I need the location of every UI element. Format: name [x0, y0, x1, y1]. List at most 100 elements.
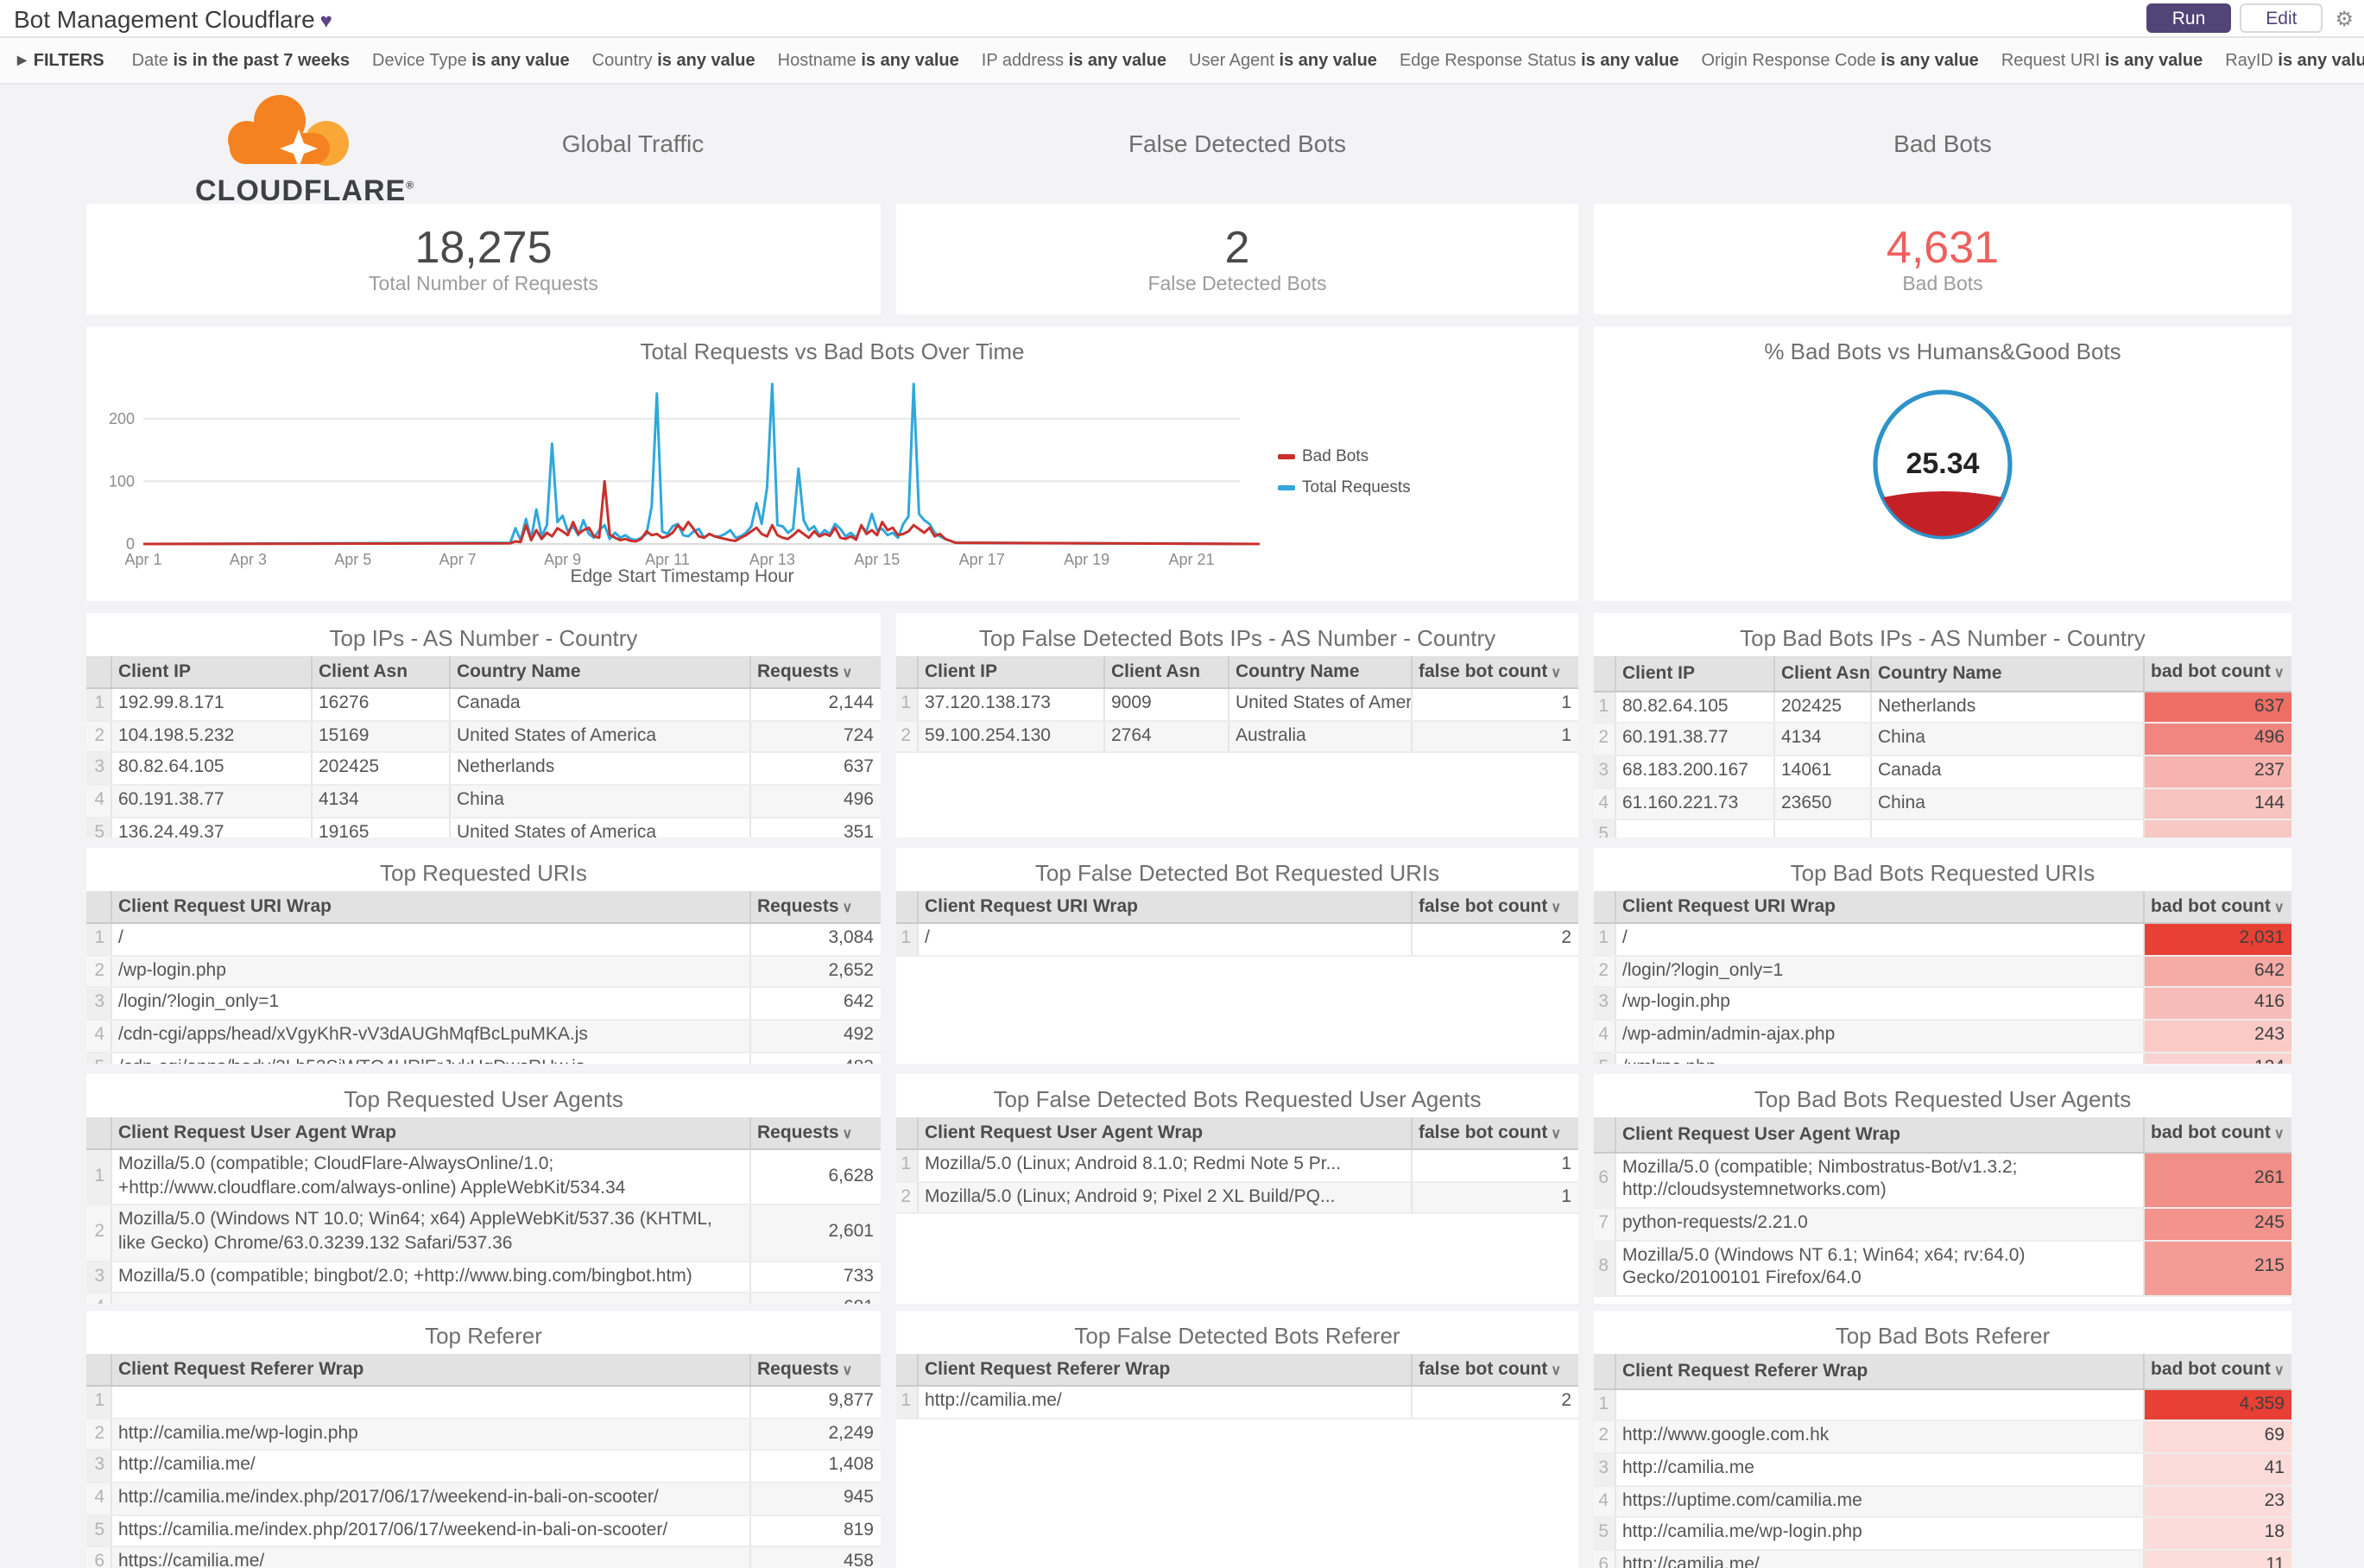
row-number: 5 [1594, 819, 1615, 838]
data-table: Client IP Client Asn Country Name false bot… [896, 656, 1578, 754]
data-cell: 68.183.200.167 [1614, 755, 1773, 789]
filter-item[interactable]: IP address is any value [981, 51, 1166, 70]
sort-desc-icon: ∨ [2273, 1126, 2285, 1141]
table-row: 4 61.160.221.73 23650 China 144 [1594, 787, 2291, 821]
edit-button[interactable]: Edit [2240, 3, 2323, 33]
table-row: 2 http://www.google.com.hk 69 [1594, 1420, 2291, 1454]
column-header-requests[interactable]: Requests ∨ [749, 656, 881, 689]
filter-item[interactable]: Country is any value [591, 51, 755, 70]
column-header-client-request-uri-wrap[interactable]: Client Request URI Wrap [916, 891, 1411, 924]
table-row: 1 Mozilla/5.0 (compatible; CloudFlare-Alw… [86, 1149, 881, 1206]
column-header-country-name[interactable]: Country Name [1869, 656, 2143, 692]
column-header-client-request-referer-wrap[interactable]: Client Request Referer Wrap [110, 1354, 749, 1387]
data-cell: 59.100.254.130 [916, 720, 1103, 754]
filter-item[interactable]: User Agent is any value [1189, 51, 1377, 70]
table-title: Top Bad Bots Requested URIs [1790, 860, 2095, 886]
legend-item[interactable]: Total Requests [1278, 478, 1426, 497]
gear-icon[interactable]: ⚙ [2335, 6, 2354, 30]
column-header-client-request-uri-wrap[interactable]: Client Request URI Wrap [1614, 891, 2143, 924]
filter-item[interactable]: Edge Response Status is any value [1399, 51, 1679, 70]
column-header-client-request-referer-wrap[interactable]: Client Request Referer Wrap [916, 1354, 1411, 1387]
row-number: 1 [86, 1149, 111, 1206]
value-cell: 245 [2142, 1207, 2291, 1242]
column-header-false-bot-count[interactable]: false bot count ∨ [1410, 1354, 1578, 1387]
filter-item[interactable]: Date is in the past 7 weeks [131, 51, 350, 70]
column-header-client-request-uri-wrap[interactable]: Client Request URI Wrap [110, 891, 749, 924]
data-cell: 202425 [310, 752, 449, 786]
column-title-false-detected-bots: False Detected Bots [1128, 130, 1347, 157]
column-header-client-ip[interactable]: Client IP [110, 656, 311, 689]
table-row: 1 Mozilla/5.0 (Linux; Android 8.1.0; Redm… [896, 1149, 1578, 1183]
column-header-country-name[interactable]: Country Name [448, 656, 749, 689]
data-cell: 2764 [1103, 720, 1228, 754]
filter-item[interactable]: Device Type is any value [372, 51, 570, 70]
data-table: Client Request Referer Wrap false bot cou… [896, 1354, 1578, 1419]
table-header-row: Client Request Referer Wrap false bot cou… [896, 1354, 1578, 1387]
column-header-requests[interactable]: Requests ∨ [749, 1354, 881, 1387]
table-row: 3/login/?login_only=1 642 [86, 987, 881, 1021]
column-header-bad-bot-count[interactable]: bad bot count ∨ [2142, 1354, 2291, 1390]
table-row: 4/cdn-cgi/apps/head/xVgyKhR-vV3dAUGhMqfB… [86, 1019, 881, 1053]
filters-toggle[interactable]: ▶ FILTERS [17, 51, 104, 70]
column-header-false-bot-count[interactable]: false bot count ∨ [1410, 891, 1578, 924]
data-cell: Mozilla/5.0 (compatible; bingbot/2.0; +h… [110, 1261, 749, 1294]
data-cell: /login/?login_only=1 [1614, 955, 2143, 989]
legend-item[interactable]: Bad Bots [1278, 447, 1426, 466]
filter-item[interactable]: Hostname is any value [777, 51, 959, 70]
column-header-client-request-referer-wrap[interactable]: Client Request Referer Wrap [1614, 1354, 2143, 1390]
chart-legend: Bad Bots Total Requests [1278, 364, 1426, 587]
column-header-client-request-user-agent-wrap[interactable]: Client Request User Agent Wrap [110, 1117, 749, 1150]
column-header-client-ip[interactable]: Client IP [916, 656, 1103, 689]
column-header-requests[interactable]: Requests ∨ [749, 1117, 881, 1150]
column-header-client-asn[interactable]: Client Asn [310, 656, 449, 689]
table-title: Top False Detected Bots Referer [1074, 1323, 1400, 1349]
column-header-bad-bot-count[interactable]: bad bot count ∨ [2142, 1117, 2291, 1154]
value-cell: 41 [2142, 1452, 2291, 1487]
sort-desc-icon: ∨ [2273, 900, 2285, 915]
filter-item[interactable]: Origin Response Code is any value [1701, 51, 1979, 70]
table-row: 5 [1594, 819, 2291, 838]
column-header-false-bot-count[interactable]: false bot count ∨ [1410, 656, 1578, 689]
svg-text:Apr 21: Apr 21 [1168, 551, 1214, 568]
table-row: 6 http://camilia.me/11 [1594, 1549, 2291, 1568]
table-card-false-uris: Top False Detected Bot Requested URIs Cli… [896, 848, 1578, 1064]
table-row: 2 59.100.254.130 2764 Australia 1 [896, 720, 1578, 754]
sort-desc-icon: ∨ [1551, 665, 1562, 680]
column-header-requests[interactable]: Requests ∨ [749, 891, 881, 924]
column-header-client-ip[interactable]: Client IP [1614, 656, 1773, 692]
table-row: 4/wp-admin/admin-ajax.php 243 [1594, 1019, 2291, 1053]
sort-desc-icon: ∨ [2273, 1363, 2285, 1378]
column-header-client-request-user-agent-wrap[interactable]: Client Request User Agent Wrap [1614, 1117, 2143, 1154]
legend-label: Bad Bots [1302, 447, 1369, 466]
svg-text:Apr 5: Apr 5 [334, 551, 371, 568]
value-cell: 3,084 [749, 923, 881, 957]
column-header-bad-bot-count[interactable]: bad bot count ∨ [2142, 656, 2291, 692]
column-header-client-request-user-agent-wrap[interactable]: Client Request User Agent Wrap [916, 1117, 1411, 1150]
gauge-value: 25.34 [1906, 447, 1979, 480]
section-headers: CLOUDFLARE® Global Traffic False Detecte… [86, 85, 2364, 205]
column-header-false-bot-count[interactable]: false bot count ∨ [1410, 1117, 1578, 1150]
data-table: Client Request Referer Wrap Requests ∨ 1 9,8… [86, 1354, 881, 1568]
table-row: 5 http://camilia.me/wp-login.php 18 [1594, 1517, 2291, 1551]
filter-item[interactable]: Request URI is any value [2001, 51, 2203, 70]
data-cell: Mozilla/5.0 (compatible; Nimbostratus-Bo… [1614, 1152, 2143, 1209]
table-row: 3 http://camilia.me 41 [1594, 1452, 2291, 1487]
value-cell: 351 [749, 817, 881, 838]
table-header-row: Client IP Client Asn Country Name false bot… [896, 656, 1578, 689]
column-header-client-asn[interactable]: Client Asn [1103, 656, 1228, 689]
table-row: 1 4,359 [1594, 1388, 2291, 1422]
filter-item[interactable]: RayID is any value [2225, 51, 2364, 70]
row-number: 2 [86, 720, 111, 754]
run-button[interactable]: Run [2146, 3, 2232, 33]
value-cell: 733 [749, 1261, 881, 1294]
gauge-fill [1883, 491, 2002, 536]
table-row: 5/cdn-cgi/apps/body/3Lh52SjWTQ4HRlErJykH… [86, 1052, 881, 1064]
column-header-bad-bot-count[interactable]: bad bot count ∨ [2142, 891, 2291, 924]
row-number: 5 [86, 817, 111, 838]
column-header-country-name[interactable]: Country Name [1227, 656, 1411, 689]
table-header-row: Client IP Client Asn Country Name Requests ∨ [86, 656, 881, 689]
table-title: Top False Detected Bot Requested URIs [1034, 860, 1440, 886]
column-header-client-asn[interactable]: Client Asn [1773, 656, 1870, 692]
row-number: 2 [86, 1204, 111, 1262]
gauge-svg: 25.34 [1873, 389, 2013, 540]
